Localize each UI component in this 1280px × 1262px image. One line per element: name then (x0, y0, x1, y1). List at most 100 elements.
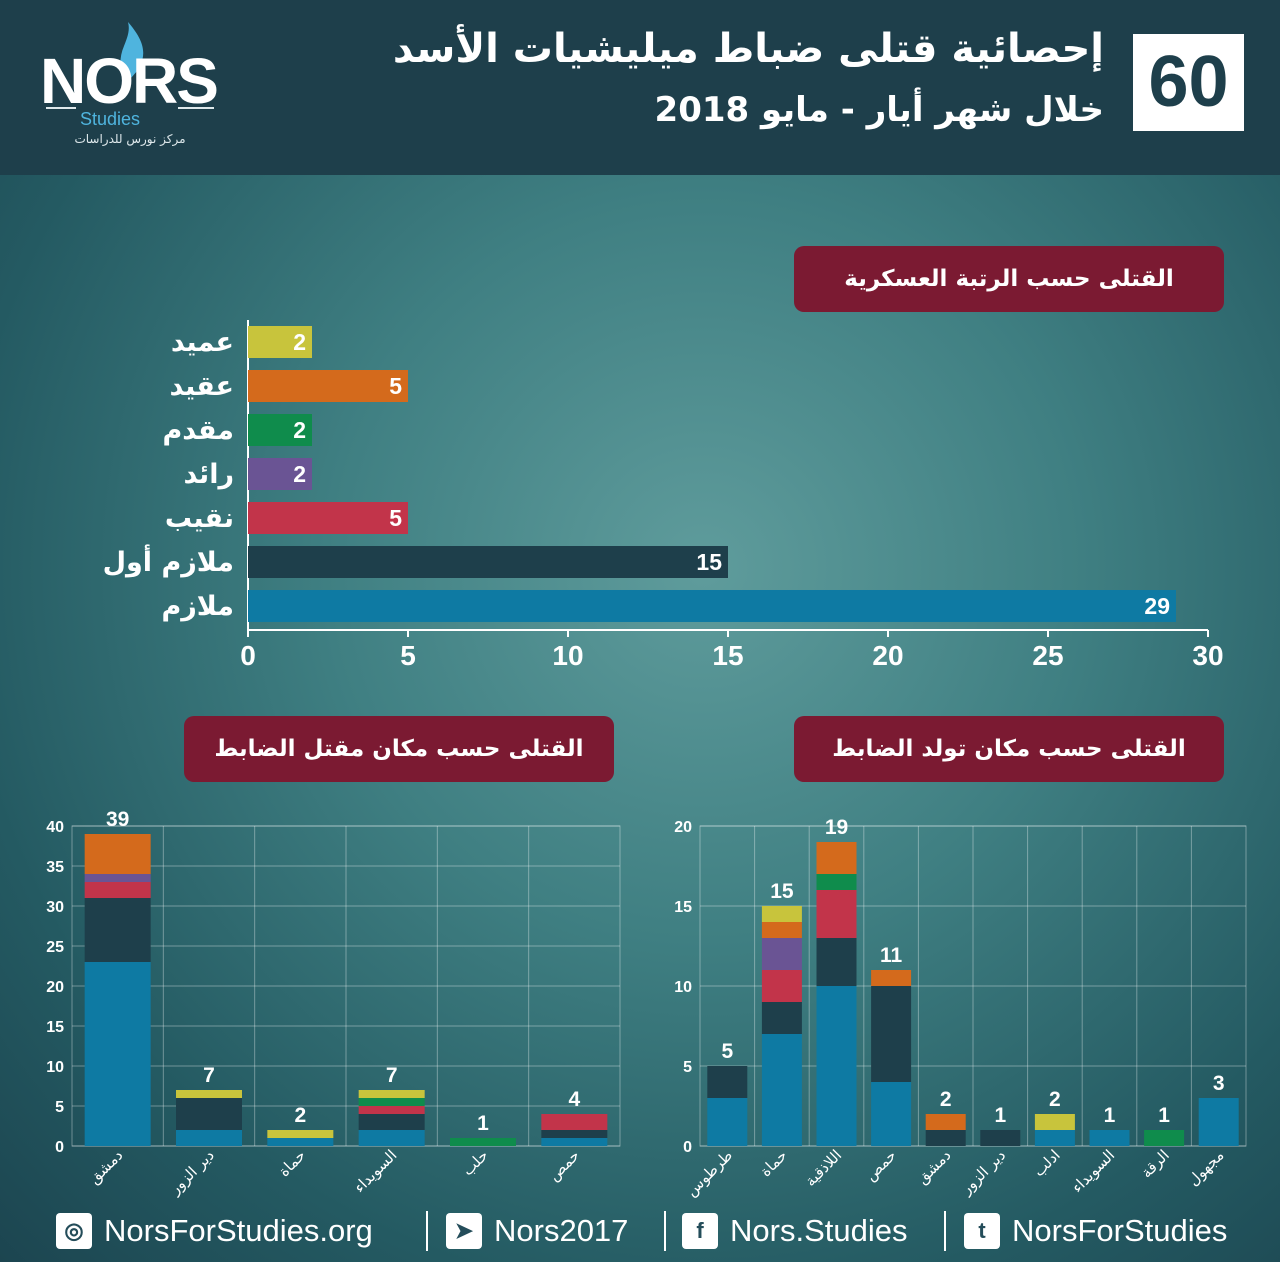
facebook-text: Nors.Studies (730, 1213, 908, 1248)
birth-place-bar-segment (761, 906, 802, 922)
birth-place-bar-total: 1 (1158, 1104, 1170, 1127)
rank-bar (248, 370, 408, 402)
logo-studies: Studies (80, 109, 141, 129)
telegram-link[interactable]: ➤ Nors2017 (446, 1209, 628, 1253)
birth-place-category-label: السويداء (1068, 1146, 1118, 1196)
footer-divider (426, 1211, 428, 1251)
death-place-bar-segment (176, 1098, 242, 1130)
rank-category-label: عقيد (170, 371, 235, 402)
rank-category-label: رائد (183, 459, 234, 490)
flame-icon (46, 22, 214, 109)
rank-x-tick-label: 15 (712, 640, 743, 671)
telegram-icon: ➤ (446, 1213, 482, 1249)
footer-bar: ◎ NorsForStudies.org ➤ Nors2017 f Nors.S… (0, 1205, 1280, 1262)
logo-arabic: مركز نورس للدراسات (74, 132, 186, 146)
rank-category-label: ملازم (161, 591, 234, 622)
birth-place-category-label: حماة (757, 1146, 791, 1180)
birth-place-bar-total: 2 (1049, 1088, 1061, 1111)
death-place-bar-segment (267, 1130, 334, 1138)
rank-category-label: مقدم (162, 415, 234, 446)
rank-bar (248, 502, 408, 534)
birth-place-bar-segment (980, 1130, 1021, 1146)
birth-place-bar-total: 5 (721, 1040, 733, 1063)
birth-place-bar-segment (761, 1002, 802, 1034)
death-place-y-tick-label: 15 (46, 1019, 64, 1036)
death-place-bar-segment (358, 1090, 425, 1098)
death-place-bar-segment (267, 1138, 334, 1146)
twitter-link[interactable]: t NorsForStudies (964, 1209, 1227, 1253)
death-place-y-tick-label: 35 (46, 859, 64, 876)
birth-place-bar-segment (816, 874, 857, 890)
birth-place-bar-segment (1089, 1130, 1130, 1146)
page-subtitle: خلال شهر أيار - مايو 2018 (654, 90, 1104, 130)
website-link[interactable]: ◎ NorsForStudies.org (56, 1209, 373, 1253)
rank-bar-value: 2 (293, 461, 306, 487)
death-place-y-tick-label: 30 (46, 899, 64, 916)
rank-x-tick-label: 0 (240, 640, 256, 671)
rank-bar (248, 590, 1176, 622)
birth-place-bar-segment (816, 890, 857, 938)
birth-place-bar-segment (1198, 1098, 1239, 1146)
death-place-bar-segment (84, 882, 151, 898)
birth-place-bar-segment (816, 986, 857, 1146)
death-place-bar-total: 1 (477, 1112, 489, 1135)
death-place-y-tick-label: 25 (46, 939, 64, 956)
birth-place-y-tick-label: 20 (674, 819, 692, 836)
death-place-y-tick-label: 5 (55, 1099, 64, 1116)
birth-place-plot-frame (699, 825, 1247, 1147)
birth-place-bar-segment (1034, 1130, 1075, 1146)
death-place-bar-total: 7 (386, 1064, 398, 1087)
total-count-badge: 60 (1133, 34, 1244, 131)
rank-bar (248, 414, 312, 446)
death-place-y-tick-label: 20 (46, 979, 64, 996)
section-title-death-place: القتلى حسب مكان مقتل الضابط (184, 716, 614, 782)
birth-place-bar-segment (1034, 1114, 1075, 1130)
death-place-bar-segment (84, 898, 151, 962)
death-place-bar-segment (358, 1106, 425, 1114)
nors-logo: NORS Studies مركز نورس للدراسات (36, 14, 226, 146)
death-place-bar-total: 39 (106, 808, 129, 831)
birth-place-bar-segment (925, 1130, 966, 1146)
rank-x-tick-label: 30 (1192, 640, 1223, 671)
rank-bar-value: 2 (293, 329, 306, 355)
death-place-bar-segment (84, 874, 151, 882)
death-place-plot-frame (71, 825, 621, 1147)
death-place-bar-segment (84, 962, 151, 1146)
facebook-link[interactable]: f Nors.Studies (682, 1209, 907, 1253)
birth-place-category-label: دير الزور (957, 1146, 1010, 1199)
rank-bar-value: 2 (293, 417, 306, 443)
death-place-bar-segment (176, 1130, 242, 1146)
death-place-bar-segment (176, 1090, 242, 1098)
birth-place-bar-segment (871, 986, 912, 1082)
death-place-category-label: دمشق (85, 1146, 126, 1187)
rank-category-label: نقيب (165, 503, 234, 534)
birth-place-bar-segment (707, 1066, 748, 1098)
footer-divider (664, 1211, 666, 1251)
rank-bar (248, 458, 312, 490)
birth-place-bar-total: 15 (770, 880, 794, 903)
birth-place-y-tick-label: 5 (683, 1059, 692, 1076)
birth-place-bar-segment (761, 970, 802, 1002)
death-place-category-label: السويداء (350, 1146, 400, 1196)
birth-place-category-label: حمص (862, 1146, 900, 1184)
death-place-y-tick-label: 0 (55, 1139, 64, 1156)
birth-place-bar-segment (925, 1114, 966, 1130)
rank-category-label: عميد (171, 327, 234, 358)
footer-divider (944, 1211, 946, 1251)
birth-place-y-tick-label: 0 (683, 1139, 692, 1156)
birth-place-category-label: دمشق (913, 1146, 954, 1187)
rank-bar-value: 5 (389, 505, 402, 531)
death-place-bar-segment (541, 1138, 608, 1146)
death-place-bar-segment (541, 1130, 608, 1138)
rank-bar-value: 15 (696, 549, 722, 575)
birth-place-bar-total: 1 (994, 1104, 1006, 1127)
death-place-category-label: حلب (459, 1146, 492, 1179)
death-place-bar-segment (541, 1114, 608, 1130)
telegram-text: Nors2017 (494, 1213, 629, 1248)
rank-x-tick-label: 5 (400, 640, 416, 671)
birth-place-category-label: ادلب (1030, 1146, 1064, 1180)
section-title-rank: القتلى حسب الرتبة العسكرية (794, 246, 1224, 312)
birth-place-bar-segment (707, 1098, 748, 1146)
rank-bar-value: 29 (1144, 593, 1170, 619)
